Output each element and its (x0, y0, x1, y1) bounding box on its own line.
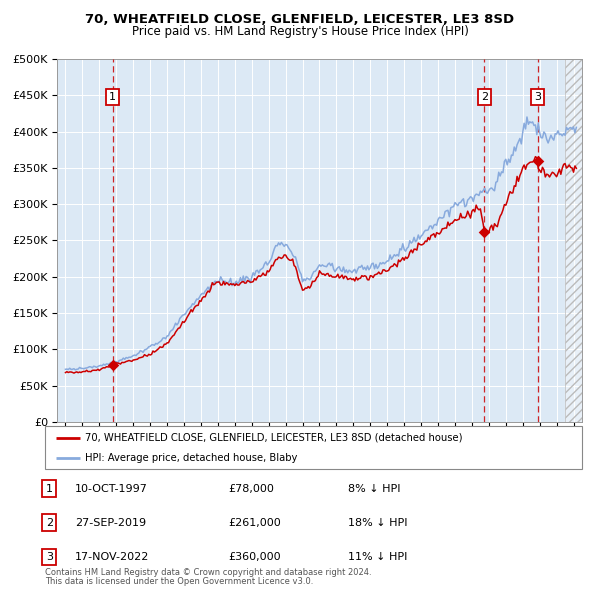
Text: £360,000: £360,000 (228, 552, 281, 562)
Text: 10-OCT-1997: 10-OCT-1997 (75, 484, 148, 493)
Point (533, 156, 542, 165)
Text: This data is licensed under the Open Government Licence v3.0.: This data is licensed under the Open Gov… (45, 578, 313, 586)
Text: £261,000: £261,000 (228, 518, 281, 527)
Text: 2: 2 (46, 518, 53, 527)
Text: 17-NOV-2022: 17-NOV-2022 (75, 552, 149, 562)
Text: 1: 1 (46, 484, 53, 493)
Text: 11% ↓ HPI: 11% ↓ HPI (348, 552, 407, 562)
Text: 27-SEP-2019: 27-SEP-2019 (75, 518, 146, 527)
Text: 3: 3 (46, 552, 53, 562)
Text: Contains HM Land Registry data © Crown copyright and database right 2024.: Contains HM Land Registry data © Crown c… (45, 568, 371, 577)
Text: 1: 1 (109, 92, 116, 102)
Text: 18% ↓ HPI: 18% ↓ HPI (348, 518, 407, 527)
FancyBboxPatch shape (45, 426, 582, 469)
Text: Price paid vs. HM Land Registry's House Price Index (HPI): Price paid vs. HM Land Registry's House … (131, 25, 469, 38)
Text: 70, WHEATFIELD CLOSE, GLENFIELD, LEICESTER, LE3 8SD: 70, WHEATFIELD CLOSE, GLENFIELD, LEICEST… (85, 13, 515, 26)
Text: HPI: Average price, detached house, Blaby: HPI: Average price, detached house, Blab… (85, 453, 298, 463)
Text: 8% ↓ HPI: 8% ↓ HPI (348, 484, 401, 493)
Text: 3: 3 (534, 92, 541, 102)
Text: 2: 2 (481, 92, 488, 102)
Text: 70, WHEATFIELD CLOSE, GLENFIELD, LEICESTER, LE3 8SD (detached house): 70, WHEATFIELD CLOSE, GLENFIELD, LEICEST… (85, 432, 463, 442)
Text: £78,000: £78,000 (228, 484, 274, 493)
Point (108, 360, 118, 370)
Point (479, 228, 489, 237)
